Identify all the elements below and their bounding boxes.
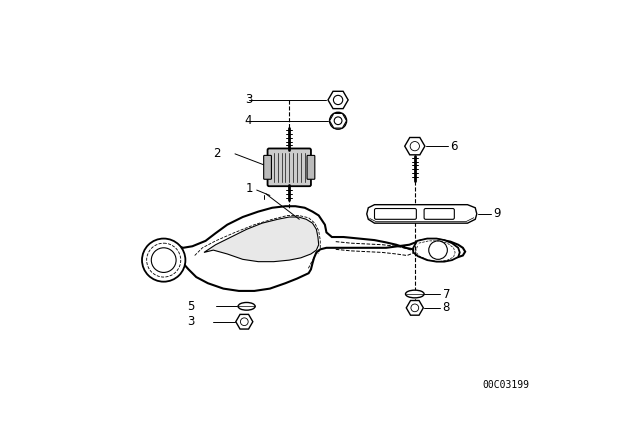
Circle shape [330, 112, 347, 129]
Text: 1: 1 [246, 182, 253, 195]
Text: 2: 2 [214, 147, 221, 160]
Text: 3: 3 [188, 315, 195, 328]
Text: 6: 6 [451, 140, 458, 153]
Text: 4: 4 [244, 114, 252, 127]
FancyBboxPatch shape [264, 155, 271, 179]
FancyBboxPatch shape [374, 208, 417, 220]
Ellipse shape [238, 302, 255, 310]
FancyBboxPatch shape [424, 208, 454, 220]
Ellipse shape [406, 290, 424, 298]
Text: 3: 3 [244, 94, 252, 107]
Circle shape [411, 304, 419, 312]
Text: 8: 8 [443, 302, 450, 314]
Circle shape [151, 248, 176, 272]
Circle shape [142, 238, 186, 282]
Text: 9: 9 [493, 207, 500, 220]
FancyBboxPatch shape [307, 155, 315, 179]
FancyBboxPatch shape [268, 148, 311, 186]
Text: 00C03199: 00C03199 [483, 380, 529, 390]
Circle shape [334, 117, 342, 125]
Polygon shape [146, 206, 465, 291]
Circle shape [333, 95, 343, 104]
Text: 5: 5 [188, 300, 195, 313]
Circle shape [410, 142, 419, 151]
Polygon shape [413, 238, 460, 262]
Circle shape [241, 318, 248, 326]
Polygon shape [367, 205, 477, 223]
Polygon shape [204, 217, 319, 262]
Text: 7: 7 [443, 288, 450, 301]
Circle shape [429, 241, 447, 259]
